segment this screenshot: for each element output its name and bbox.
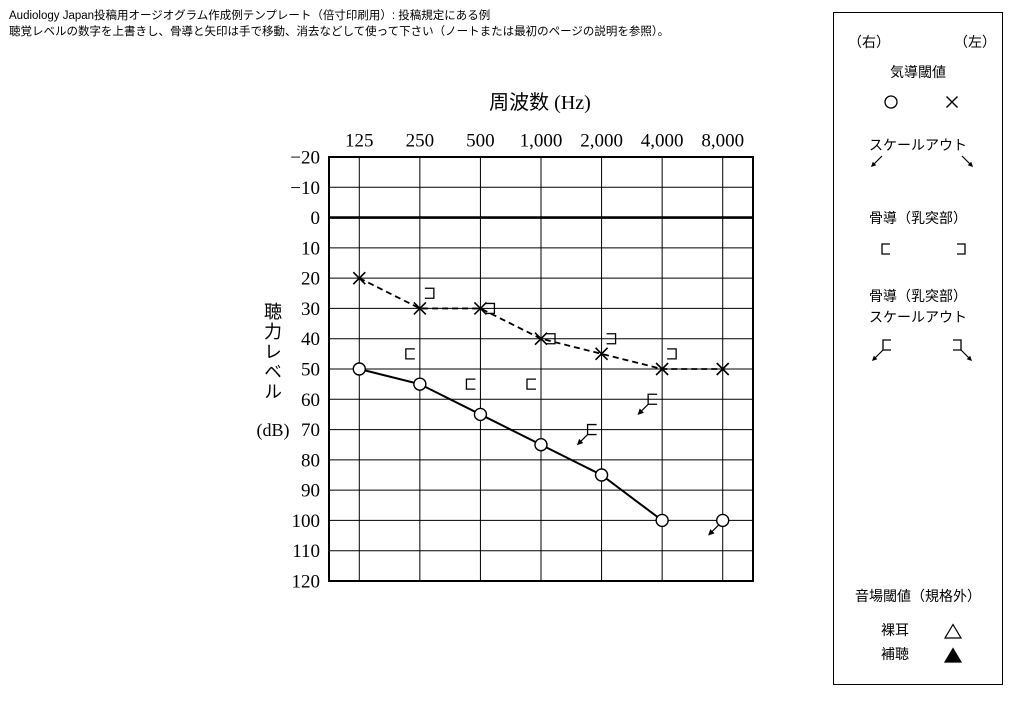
scale-out-arrow [577, 434, 588, 446]
bracket-open-left-marker [424, 287, 435, 299]
legend-box: （右） （左） 気導閾値 スケールアウト 骨導（乳突部） 骨導（乳突部） スケー… [833, 12, 1003, 685]
bracket-open-right-scale-out-marker [637, 393, 658, 415]
x-tick-label: 1,000 [520, 131, 563, 152]
y-axis-unit: (dB) [256, 420, 290, 440]
circle-marker [473, 407, 488, 422]
y-tick-label: 90 [301, 481, 320, 502]
header-notes: Audiology Japan投稿用オージオグラム作成例テンプレート（倍寸印刷用… [9, 8, 669, 40]
legend-air-title: 気導閾値 [890, 65, 946, 81]
legend-bone-scale-out-title-1: 骨導（乳突部） [869, 289, 967, 305]
header-line-2: 聴覚レベルの数字を上書きし、骨導と矢印は手で移動、消去などして使って下さい（ノー… [9, 26, 670, 38]
x-axis-title: 周波数 (Hz) [489, 92, 591, 114]
y-tick-label: 80 [301, 450, 320, 471]
cross-marker [352, 271, 366, 285]
triangle-filled-icon [943, 647, 963, 663]
y-tick-label: 30 [301, 299, 320, 320]
x-tick-label: 8,000 [701, 131, 744, 152]
legend-right-ear-label: （右） [848, 35, 890, 51]
arrow-down-right-icon [961, 155, 973, 167]
circle-marker [413, 377, 427, 391]
bracket-open-left-icon [957, 243, 966, 255]
series-marks [352, 271, 730, 536]
bracket-open-right-icon [881, 243, 890, 255]
x-tick-label: 2,000 [580, 131, 623, 152]
legend-bone-scale-out-title-2: スケールアウト [869, 310, 967, 326]
triangle-outline-icon [943, 623, 963, 639]
cross-marker [473, 301, 487, 315]
circle-scale-out-marker [708, 513, 730, 536]
y-tick-label: −10 [290, 178, 320, 199]
header-line-1: Audiology Japan投稿用オージオグラム作成例テンプレート（倍寸印刷用… [9, 10, 491, 22]
y-tick-label: 10 [301, 238, 320, 259]
y-tick-label: 20 [301, 269, 320, 290]
bracket-open-right-scale-out-marker [577, 423, 597, 446]
y-tick-label: 50 [301, 360, 320, 381]
cross-marker [655, 362, 669, 376]
legend-unaided-label: 裸耳 [881, 623, 909, 639]
bracket-scale-out-right-icon [872, 339, 891, 361]
y-tick-label: 60 [301, 390, 320, 411]
bracket-open-right-marker [405, 348, 415, 360]
bracket-open-left-marker [485, 302, 496, 315]
y-tick-label: 0 [311, 208, 321, 229]
legend-sound-field-title: 音場閾値（規格外） [855, 589, 981, 605]
circle-marker [534, 438, 548, 452]
bracket-open-left-marker [546, 333, 556, 345]
circle-marker [594, 468, 609, 482]
cross-marker [716, 362, 730, 376]
legend-aided-label: 補聴 [881, 647, 909, 663]
bracket-open-right-marker [465, 378, 476, 390]
tick-labels: −20 −10 0 10 20 30 40 50 60 70 80 90 100 110 120 125 250… [290, 131, 744, 593]
x-tick-label: 4,000 [641, 131, 684, 152]
plot-border [328, 156, 754, 582]
legend-left-ear-label: （左） [954, 35, 996, 51]
bracket-open-right-marker [526, 378, 536, 390]
y-tick-label: −20 [290, 148, 320, 169]
grid-layer [328, 156, 754, 582]
scale-out-arrow [637, 403, 649, 415]
y-tick-label: 120 [292, 572, 321, 593]
circle-marker [352, 362, 366, 376]
cross-icon [946, 96, 958, 108]
bracket-open-left-marker [667, 348, 677, 360]
circle-series-line [359, 368, 663, 522]
bracket-open-left-marker [606, 333, 617, 345]
cross-marker [595, 347, 609, 361]
x-tick-label: 250 [406, 131, 435, 152]
x-tick-label: 500 [466, 131, 495, 152]
cross-marker [534, 332, 548, 346]
cross-marker [413, 301, 427, 315]
scale-out-arrow [708, 524, 720, 536]
y-tick-label: 40 [301, 329, 320, 350]
y-axis-title: 聴力レベル [262, 302, 282, 402]
y-tick-label: 70 [301, 420, 320, 441]
circle-marker [655, 513, 669, 528]
circle-icon [884, 95, 898, 109]
x-tick-label: 125 [345, 131, 374, 152]
y-tick-label: 110 [292, 541, 320, 562]
y-tick-label: 100 [292, 511, 321, 532]
arrow-down-left-icon [871, 155, 883, 167]
legend-bone-title: 骨導（乳突部） [869, 211, 967, 227]
bracket-scale-out-left-icon [953, 339, 972, 361]
legend-air-scale-out-title: スケールアウト [869, 138, 967, 154]
